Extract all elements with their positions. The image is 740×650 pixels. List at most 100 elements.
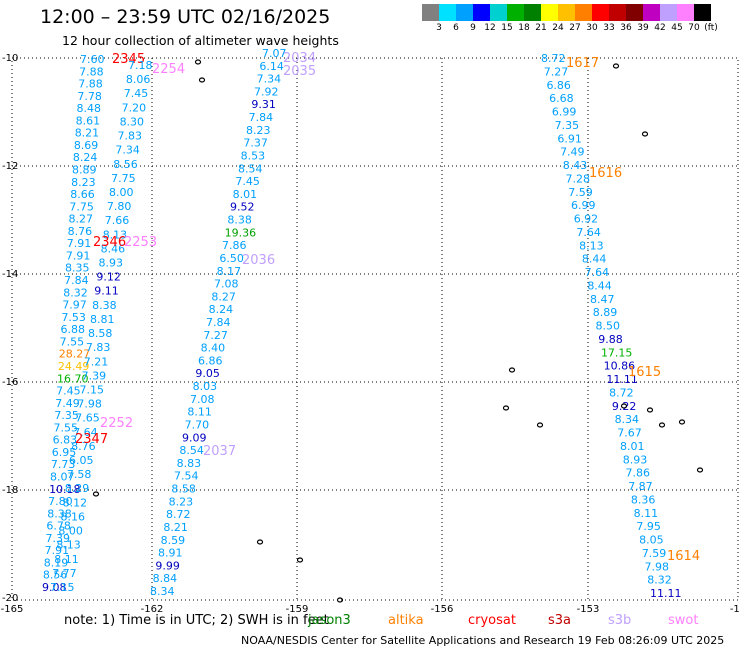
legend-item-s3b: s3b — [608, 613, 632, 628]
swh-value: 7.88 — [79, 65, 104, 78]
swh-value: 8.23 — [169, 495, 194, 508]
track-time-label: 2345 — [112, 52, 145, 67]
island-outline — [612, 63, 620, 69]
scale-label: 21 — [535, 23, 547, 33]
swh-value: 8.13 — [579, 239, 604, 252]
swh-value: 7.15 — [50, 581, 75, 594]
swh-value: 7.27 — [203, 329, 228, 342]
swh-value: 8.34 — [150, 585, 175, 598]
swh-value: 7.35 — [54, 409, 79, 422]
swh-value: 6.86 — [198, 354, 223, 367]
swh-value: 6.92 — [574, 213, 599, 226]
swh-value: 8.81 — [90, 313, 115, 326]
legend-item-swot: swot — [668, 613, 699, 628]
swh-value: 7.28 — [566, 172, 591, 185]
swh-value: 9.11 — [94, 285, 119, 298]
swh-value: 7.86 — [222, 239, 247, 252]
credit-line: NOAA/NESDIS Center for Satellite Applica… — [241, 634, 725, 647]
swh-value: 11.11 — [650, 587, 682, 600]
swh-value: 8.72 — [166, 508, 191, 521]
island-outline — [296, 557, 304, 563]
scale-label: 18 — [518, 23, 530, 33]
scale-swatch — [558, 4, 575, 21]
swh-value: 9.05 — [195, 367, 220, 380]
swh-value: 9.09 — [182, 431, 207, 444]
island-outline — [536, 422, 544, 428]
swh-value: 8.91 — [158, 547, 183, 560]
scale-label: 33 — [603, 23, 615, 33]
swh-value: 7.39 — [46, 532, 70, 545]
swh-value: 7.49 — [560, 146, 585, 159]
swh-value: 8.17 — [217, 265, 242, 278]
swh-value: 7.86 — [625, 467, 650, 480]
swh-value: 8.24 — [73, 151, 98, 164]
wave-height-color-scale — [422, 4, 711, 21]
swh-value: 8.72 — [609, 386, 634, 399]
scale-swatch — [490, 4, 507, 21]
swh-value: 7.45 — [235, 175, 259, 188]
swh-value: 7.98 — [77, 398, 102, 411]
swh-value: 8.56 — [113, 158, 138, 171]
swh-value: 6.05 — [69, 454, 94, 467]
swh-value: 8.16 — [61, 510, 86, 523]
scale-label: (ft) — [704, 23, 718, 33]
swh-value: 6.88 — [61, 323, 85, 336]
scale-label: 39 — [637, 23, 649, 33]
swh-value: 8.56 — [43, 569, 68, 582]
swh-value: 8.54 — [179, 444, 204, 457]
swh-value: 8.58 — [88, 327, 113, 340]
swh-value: 8.27 — [211, 290, 236, 303]
map-frame — [11, 57, 739, 601]
scale-label: 15 — [501, 23, 513, 33]
swh-value: 7.49 — [55, 397, 80, 410]
swh-value: 8.21 — [75, 127, 100, 140]
swh-value: 7.55 — [60, 335, 85, 348]
swh-value: 7.78 — [77, 90, 102, 103]
swh-value: 16.70 — [57, 372, 89, 385]
scale-swatch — [507, 4, 524, 21]
scale-swatch — [609, 4, 626, 21]
track-time-label: 2035 — [283, 64, 316, 79]
scale-swatch — [422, 4, 439, 21]
swh-value: 7.75 — [69, 200, 94, 213]
swh-value: 6.99 — [571, 199, 596, 212]
swh-value: 8.01 — [233, 188, 258, 201]
swh-value: 8.76 — [71, 440, 96, 453]
swh-value: 8.69 — [74, 139, 99, 152]
swh-value: 8.38 — [92, 299, 117, 312]
swh-value: 7.37 — [243, 137, 267, 150]
swh-value: 6.68 — [549, 92, 574, 105]
swh-value: 7.53 — [61, 311, 86, 324]
swh-value: 7.83 — [86, 341, 111, 354]
swh-value: 8.19 — [44, 556, 69, 569]
swh-value: 7.80 — [107, 200, 131, 213]
lon-axis-label: -15 — [730, 604, 740, 615]
track-time-label: 2253 — [124, 235, 157, 250]
swh-value: 19.36 — [225, 226, 257, 239]
swh-value: 6.95 — [52, 446, 77, 459]
scale-label: 6 — [453, 23, 459, 33]
track-time-label: 2252 — [100, 416, 133, 431]
swh-value: 9.52 — [230, 201, 255, 214]
swh-value: 7.07 — [262, 47, 287, 60]
track-time-label: 1614 — [667, 549, 700, 564]
scale-swatch — [660, 4, 677, 21]
legend-item-jason3: jason3 — [308, 613, 351, 628]
swh-value: 8.24 — [209, 303, 234, 316]
island-outline — [92, 491, 100, 497]
swh-value: 7.59 — [642, 547, 667, 560]
swh-value: 8.21 — [163, 521, 188, 534]
swh-value: 7.55 — [53, 421, 78, 434]
scale-swatch — [643, 4, 660, 21]
swh-value: 7.34 — [257, 73, 282, 86]
scale-swatch — [575, 4, 592, 21]
swh-value: 7.59 — [568, 186, 593, 199]
swh-value: 7.60 — [80, 53, 105, 66]
swh-value: 8.54 — [238, 162, 263, 175]
swh-value: 7.34 — [115, 144, 140, 157]
swh-value: 8.11 — [187, 406, 212, 419]
scale-label: 45 — [671, 23, 683, 33]
lon-axis-label: -165 — [1, 604, 24, 615]
scale-label: 3 — [436, 23, 442, 33]
island-outline — [678, 419, 686, 425]
